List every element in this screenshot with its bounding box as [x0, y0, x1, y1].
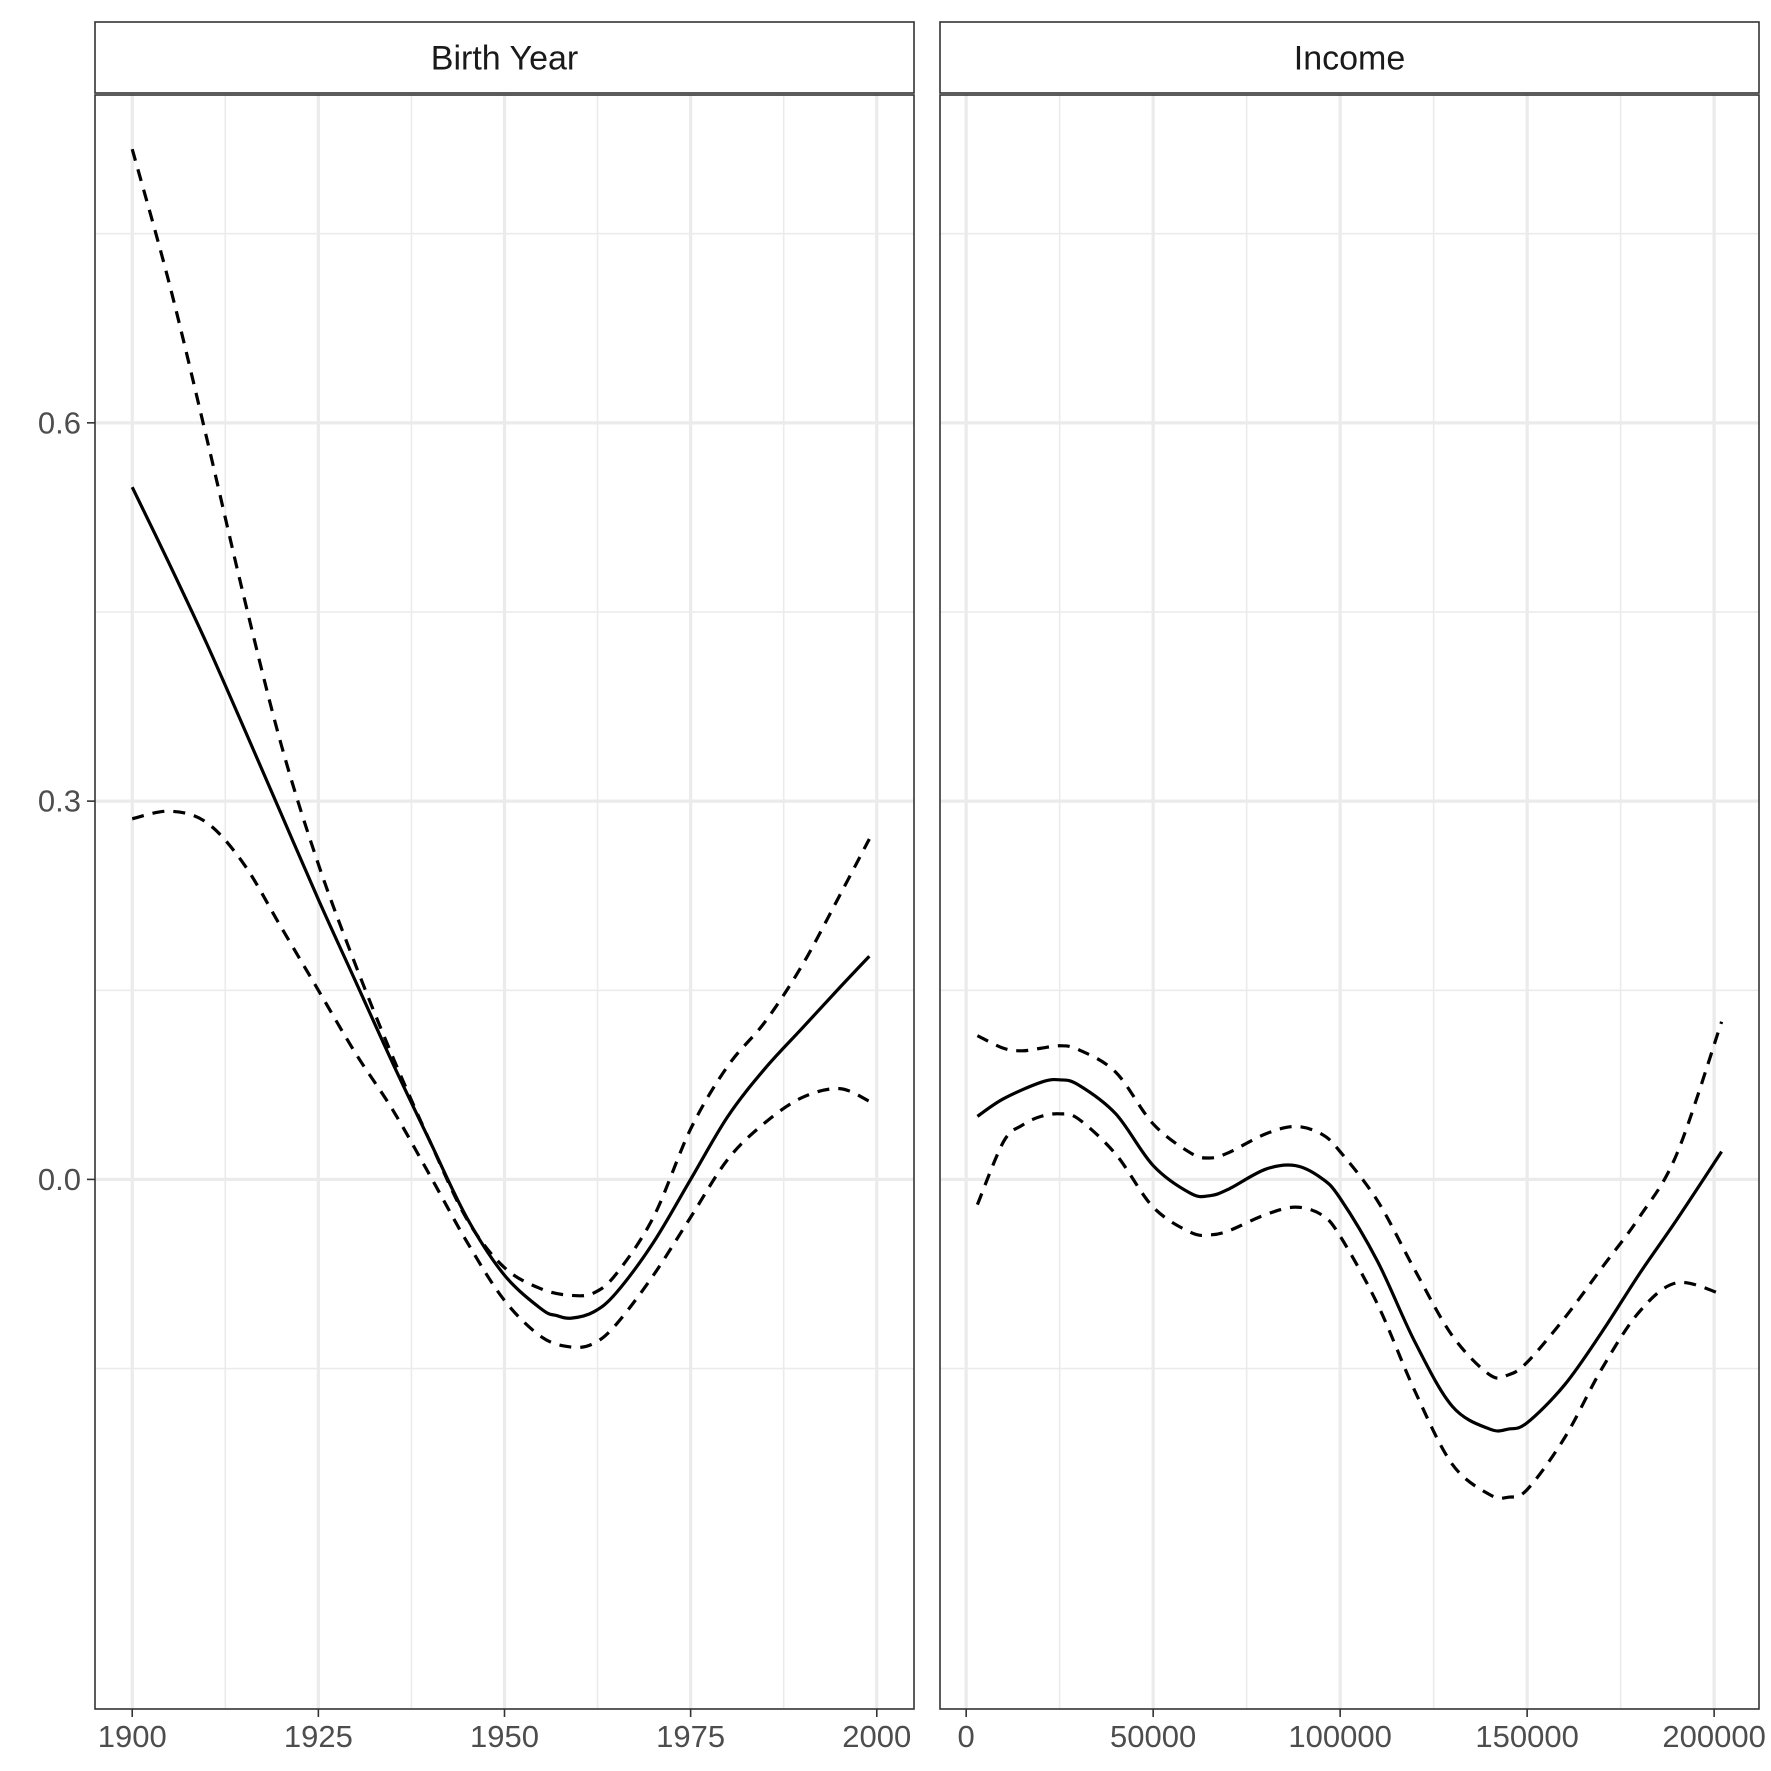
- panel-lines: [975, 1021, 1724, 1500]
- series-line-fit: [130, 486, 871, 1320]
- strip-label: Income: [1294, 40, 1406, 78]
- y-tick-label: 0.3: [38, 784, 81, 819]
- x-axis-ticks: 0 50000 100000 150000 200000: [958, 1709, 1766, 1754]
- panel-border: [939, 94, 1760, 1710]
- x-tick-label: 2000: [842, 1719, 911, 1754]
- x-axis-ticks: 1900 1925 1950 1975 2000: [98, 1709, 911, 1754]
- x-tick-label: 150000: [1475, 1719, 1578, 1754]
- x-tick-label: 200000: [1662, 1719, 1765, 1754]
- x-tick-label: 1975: [656, 1719, 725, 1754]
- series-line-lower: [975, 1112, 1723, 1500]
- panel-income: Income 0 50000 100000 150000 200000: [939, 21, 1766, 1754]
- series-line-lower: [131, 809, 871, 1350]
- y-tick-label: 0.6: [38, 405, 81, 440]
- x-tick-label: 0: [958, 1719, 975, 1754]
- strip-box: [939, 21, 1760, 94]
- x-tick-label: 1900: [98, 1719, 167, 1754]
- x-tick-label: 1925: [284, 1719, 353, 1754]
- x-tick-label: 1950: [470, 1719, 539, 1754]
- panel-lines: [130, 148, 871, 1350]
- panel-grid: [940, 95, 1759, 1709]
- x-tick-label: 50000: [1110, 1719, 1196, 1754]
- series-line-upper: [130, 148, 871, 1298]
- panel-birth-year: Birth Year 1900 1925 1950 1975 2000: [94, 21, 915, 1754]
- panel-grid: [95, 95, 914, 1709]
- x-tick-label: 100000: [1288, 1719, 1391, 1754]
- strip-label: Birth Year: [431, 40, 578, 78]
- y-tick-labels: 0.0 0.3 0.6: [38, 405, 95, 1197]
- series-line-fit: [976, 1077, 1723, 1433]
- strip-box: [94, 21, 915, 94]
- panel-background: [940, 95, 1759, 1709]
- series-line-upper: [976, 1021, 1724, 1380]
- y-tick-label: 0.0: [38, 1162, 81, 1197]
- y-axis: 0.0 0.3 0.6: [38, 405, 95, 1197]
